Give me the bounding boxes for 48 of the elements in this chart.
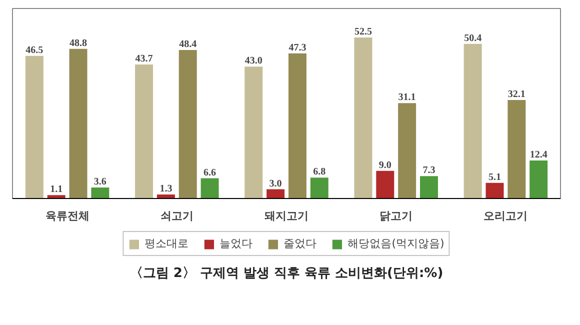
bar [508, 100, 526, 198]
data-label: 52.5 [354, 26, 372, 38]
x-tick-label: 닭고기 [380, 210, 413, 222]
data-label: 3.6 [94, 176, 106, 188]
x-tick-label: 오리고기 [484, 210, 528, 222]
bar [376, 170, 394, 198]
data-label: 3.0 [269, 178, 282, 190]
data-label: 32.1 [508, 89, 526, 100]
data-label: 43.0 [244, 56, 262, 67]
bar [244, 66, 263, 198]
bar [91, 187, 110, 198]
bar [354, 37, 372, 198]
data-label: 43.7 [135, 53, 153, 64]
data-label: 12.4 [530, 149, 548, 160]
legend-label: 해당없음(먹지않음) [348, 236, 444, 251]
x-tick-label: 육류전체 [45, 210, 90, 222]
legend-label: 늘었다 [220, 236, 253, 251]
bar [200, 178, 219, 198]
data-label: 47.3 [288, 42, 306, 54]
data-label: 7.3 [422, 165, 436, 176]
data-label: 5.1 [488, 172, 501, 183]
bar [266, 189, 285, 198]
text: 〈그림 2〉 구제역 발생 직후 육류 소비변화(단위:%) [130, 266, 444, 281]
bar [398, 103, 416, 198]
data-label: 48.4 [179, 39, 197, 50]
data-label: 6.8 [313, 166, 326, 178]
legend-label: 평소대로 [144, 236, 189, 251]
bar [310, 178, 328, 198]
bar [530, 160, 548, 198]
bar [464, 44, 482, 198]
data-label: 46.5 [26, 44, 44, 56]
bar [288, 53, 306, 198]
data-label: 9.0 [378, 160, 392, 171]
bar [135, 64, 154, 198]
bar [69, 48, 88, 198]
data-label: 1.3 [160, 184, 172, 195]
data-label: 31.1 [398, 92, 416, 104]
bar [178, 50, 197, 198]
data-label: 6.6 [204, 167, 216, 178]
bar [420, 176, 438, 198]
data-label: 1.1 [50, 184, 63, 196]
legend-label: 줄었다 [284, 236, 317, 251]
bar [486, 182, 504, 198]
bar [25, 56, 44, 198]
data-label: 50.4 [464, 32, 482, 44]
x-tick-label: 돼지고기 [264, 210, 308, 222]
x-tick-label: 쇠고기 [160, 210, 194, 222]
data-label: 48.8 [70, 38, 88, 49]
